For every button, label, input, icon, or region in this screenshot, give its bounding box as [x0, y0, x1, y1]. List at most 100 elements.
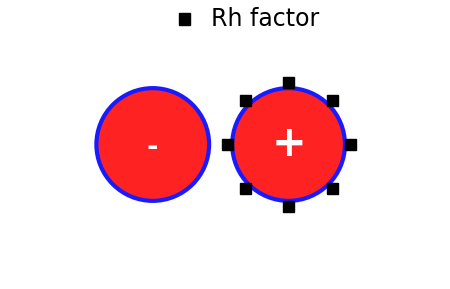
Circle shape	[149, 141, 157, 148]
Circle shape	[108, 99, 198, 190]
Circle shape	[263, 119, 314, 170]
Circle shape	[101, 93, 204, 196]
Bar	[179, 13, 190, 25]
Circle shape	[115, 107, 190, 182]
Circle shape	[99, 91, 206, 198]
Circle shape	[253, 109, 324, 180]
Circle shape	[239, 95, 338, 194]
Text: Rh factor: Rh factor	[196, 7, 320, 31]
Circle shape	[98, 90, 207, 199]
Bar	[327, 183, 338, 194]
Circle shape	[96, 88, 209, 201]
Bar	[345, 139, 356, 150]
Circle shape	[117, 109, 189, 180]
Circle shape	[246, 102, 331, 187]
Circle shape	[276, 132, 301, 157]
Circle shape	[145, 137, 160, 152]
Circle shape	[102, 94, 203, 195]
Circle shape	[106, 97, 200, 192]
Circle shape	[285, 141, 293, 148]
Circle shape	[130, 122, 176, 167]
Circle shape	[284, 140, 293, 149]
Circle shape	[269, 125, 308, 164]
Circle shape	[138, 129, 168, 160]
Circle shape	[134, 126, 171, 163]
Circle shape	[126, 117, 180, 172]
Circle shape	[264, 120, 313, 169]
Circle shape	[119, 111, 187, 178]
Circle shape	[142, 134, 163, 155]
Circle shape	[140, 132, 165, 157]
Circle shape	[137, 129, 169, 160]
Circle shape	[146, 138, 159, 151]
Circle shape	[244, 100, 333, 189]
Circle shape	[118, 110, 188, 179]
Circle shape	[113, 105, 192, 184]
Bar	[221, 139, 233, 150]
Circle shape	[139, 130, 167, 159]
Circle shape	[147, 139, 158, 150]
Circle shape	[258, 114, 319, 175]
Circle shape	[260, 115, 318, 174]
Circle shape	[274, 130, 303, 159]
Circle shape	[248, 104, 329, 185]
Circle shape	[144, 136, 161, 153]
Circle shape	[141, 133, 164, 156]
Circle shape	[267, 123, 310, 166]
Text: +: +	[271, 123, 306, 166]
Circle shape	[120, 112, 185, 177]
Circle shape	[234, 90, 343, 199]
Bar	[283, 77, 294, 88]
Circle shape	[243, 99, 335, 190]
Circle shape	[97, 89, 208, 200]
Circle shape	[237, 93, 340, 196]
Circle shape	[278, 134, 299, 155]
Bar	[327, 95, 338, 106]
Circle shape	[268, 124, 309, 165]
Circle shape	[125, 116, 181, 173]
Circle shape	[124, 115, 182, 174]
Circle shape	[96, 88, 209, 201]
Circle shape	[250, 106, 327, 183]
Circle shape	[262, 118, 315, 171]
Circle shape	[275, 131, 302, 158]
Circle shape	[123, 114, 183, 175]
Circle shape	[243, 99, 333, 190]
Circle shape	[122, 114, 184, 175]
Circle shape	[100, 92, 205, 197]
Circle shape	[105, 97, 201, 192]
Circle shape	[129, 121, 176, 168]
Circle shape	[121, 112, 184, 176]
Circle shape	[279, 135, 298, 154]
Circle shape	[254, 110, 324, 179]
Circle shape	[131, 123, 174, 166]
Text: -: -	[147, 134, 158, 161]
Circle shape	[232, 88, 345, 201]
Circle shape	[281, 137, 296, 152]
Circle shape	[127, 119, 178, 170]
Circle shape	[152, 144, 154, 145]
Circle shape	[241, 97, 337, 192]
Circle shape	[242, 97, 336, 192]
Circle shape	[265, 121, 312, 168]
Circle shape	[132, 124, 173, 165]
Circle shape	[107, 99, 199, 190]
Circle shape	[261, 116, 317, 173]
Bar	[283, 201, 294, 212]
Circle shape	[251, 107, 326, 182]
Circle shape	[249, 105, 328, 184]
Circle shape	[111, 102, 195, 187]
Circle shape	[148, 140, 158, 149]
Circle shape	[151, 142, 155, 147]
Circle shape	[274, 129, 304, 160]
Circle shape	[112, 104, 193, 185]
Circle shape	[112, 103, 194, 186]
Circle shape	[114, 106, 191, 183]
Circle shape	[247, 103, 330, 186]
Circle shape	[282, 138, 295, 151]
Circle shape	[108, 100, 197, 189]
Circle shape	[271, 127, 306, 162]
Circle shape	[126, 118, 179, 171]
Circle shape	[232, 88, 345, 201]
Circle shape	[266, 122, 311, 167]
